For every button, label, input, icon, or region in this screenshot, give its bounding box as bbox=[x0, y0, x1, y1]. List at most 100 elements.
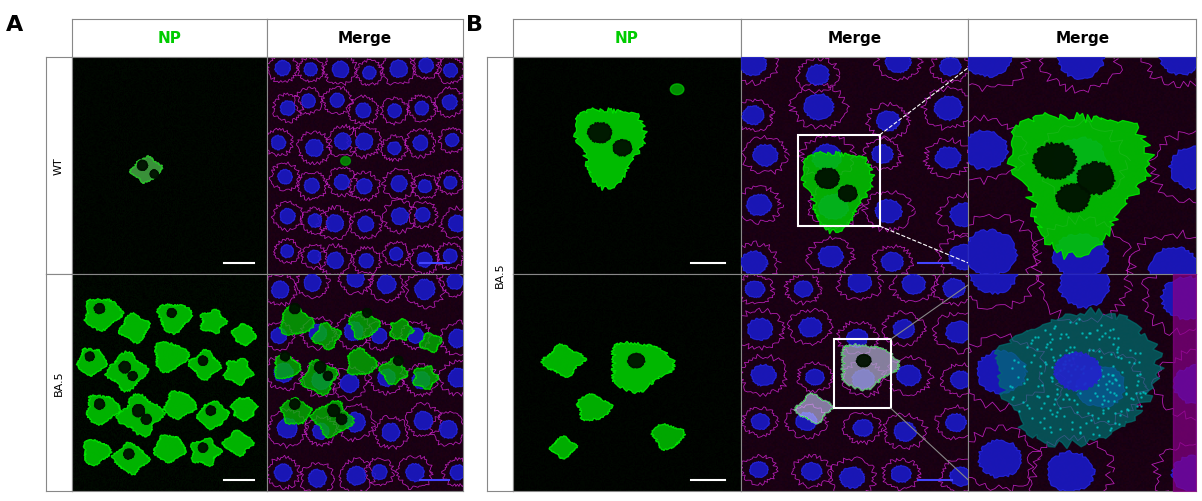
Point bbox=[1101, 424, 1120, 432]
Polygon shape bbox=[405, 463, 424, 482]
Point bbox=[1088, 358, 1107, 366]
Polygon shape bbox=[276, 418, 297, 438]
Polygon shape bbox=[124, 449, 135, 459]
Polygon shape bbox=[118, 313, 150, 344]
Polygon shape bbox=[1033, 143, 1077, 180]
Polygon shape bbox=[389, 319, 415, 341]
Point bbox=[1109, 382, 1129, 390]
Point bbox=[1106, 376, 1125, 384]
Point bbox=[1019, 404, 1039, 412]
Polygon shape bbox=[671, 85, 684, 96]
Polygon shape bbox=[346, 348, 377, 375]
Point bbox=[1127, 381, 1147, 389]
Point bbox=[1100, 326, 1119, 334]
Polygon shape bbox=[1048, 451, 1095, 493]
Point bbox=[1029, 333, 1048, 341]
Point bbox=[1076, 379, 1095, 387]
Point bbox=[1130, 350, 1149, 358]
Polygon shape bbox=[1053, 352, 1101, 391]
Polygon shape bbox=[130, 156, 162, 184]
Point bbox=[1101, 350, 1120, 358]
Point bbox=[1055, 357, 1075, 365]
Polygon shape bbox=[278, 170, 292, 185]
Point bbox=[1089, 414, 1108, 422]
Polygon shape bbox=[198, 356, 208, 366]
Point bbox=[1100, 334, 1119, 342]
Polygon shape bbox=[95, 399, 105, 410]
Polygon shape bbox=[627, 354, 644, 368]
Polygon shape bbox=[389, 248, 403, 261]
Polygon shape bbox=[1058, 40, 1105, 80]
Polygon shape bbox=[742, 107, 764, 126]
Point bbox=[1093, 400, 1112, 408]
Point bbox=[1126, 389, 1146, 397]
Polygon shape bbox=[415, 102, 429, 116]
Point bbox=[1008, 358, 1028, 366]
Polygon shape bbox=[838, 186, 857, 202]
Polygon shape bbox=[573, 109, 647, 191]
Polygon shape bbox=[444, 64, 458, 78]
Point bbox=[1124, 360, 1143, 368]
Point bbox=[1084, 346, 1103, 354]
Polygon shape bbox=[412, 366, 439, 390]
Point bbox=[1042, 363, 1061, 371]
Point bbox=[1123, 395, 1142, 403]
Polygon shape bbox=[875, 200, 903, 223]
Point bbox=[1126, 349, 1146, 357]
Polygon shape bbox=[119, 362, 131, 373]
Point bbox=[1112, 354, 1131, 362]
Point bbox=[1103, 340, 1123, 348]
Point bbox=[1117, 383, 1136, 391]
Polygon shape bbox=[977, 350, 1028, 394]
Point bbox=[1089, 381, 1108, 389]
Point bbox=[1067, 362, 1087, 370]
Polygon shape bbox=[83, 440, 112, 466]
Polygon shape bbox=[1052, 234, 1109, 281]
Point bbox=[1087, 326, 1106, 334]
Polygon shape bbox=[334, 175, 350, 190]
Point bbox=[1067, 400, 1087, 408]
Text: NP: NP bbox=[615, 32, 639, 46]
Polygon shape bbox=[311, 371, 332, 390]
Polygon shape bbox=[576, 394, 613, 421]
Polygon shape bbox=[796, 412, 817, 430]
Polygon shape bbox=[206, 406, 215, 416]
Polygon shape bbox=[105, 351, 149, 392]
Point bbox=[1131, 402, 1150, 410]
Point bbox=[1054, 364, 1073, 372]
Text: BA.5: BA.5 bbox=[495, 262, 505, 287]
Polygon shape bbox=[897, 365, 921, 386]
Point bbox=[1041, 406, 1060, 414]
Polygon shape bbox=[304, 178, 320, 194]
Polygon shape bbox=[746, 195, 772, 216]
Polygon shape bbox=[871, 145, 893, 164]
Polygon shape bbox=[894, 422, 917, 441]
Polygon shape bbox=[362, 309, 371, 318]
Polygon shape bbox=[357, 179, 373, 194]
Polygon shape bbox=[839, 467, 864, 488]
Point bbox=[1101, 388, 1120, 396]
Polygon shape bbox=[819, 194, 849, 219]
Point bbox=[1031, 370, 1051, 378]
Point bbox=[1070, 352, 1089, 360]
Point bbox=[1055, 361, 1075, 369]
Polygon shape bbox=[856, 355, 871, 367]
Point bbox=[1036, 344, 1055, 352]
Point bbox=[1008, 373, 1028, 381]
Polygon shape bbox=[413, 411, 433, 430]
Polygon shape bbox=[1052, 138, 1108, 185]
Polygon shape bbox=[751, 365, 776, 386]
Point bbox=[1108, 353, 1127, 361]
Point bbox=[1067, 408, 1087, 416]
Point bbox=[1112, 368, 1131, 376]
Point bbox=[1071, 365, 1090, 373]
Polygon shape bbox=[309, 325, 327, 342]
Point bbox=[1106, 391, 1125, 399]
Polygon shape bbox=[311, 323, 341, 350]
Point bbox=[1046, 370, 1065, 378]
Polygon shape bbox=[308, 250, 321, 264]
Polygon shape bbox=[280, 352, 290, 361]
Polygon shape bbox=[115, 394, 166, 437]
Point bbox=[1027, 392, 1046, 400]
Point bbox=[1090, 431, 1109, 439]
